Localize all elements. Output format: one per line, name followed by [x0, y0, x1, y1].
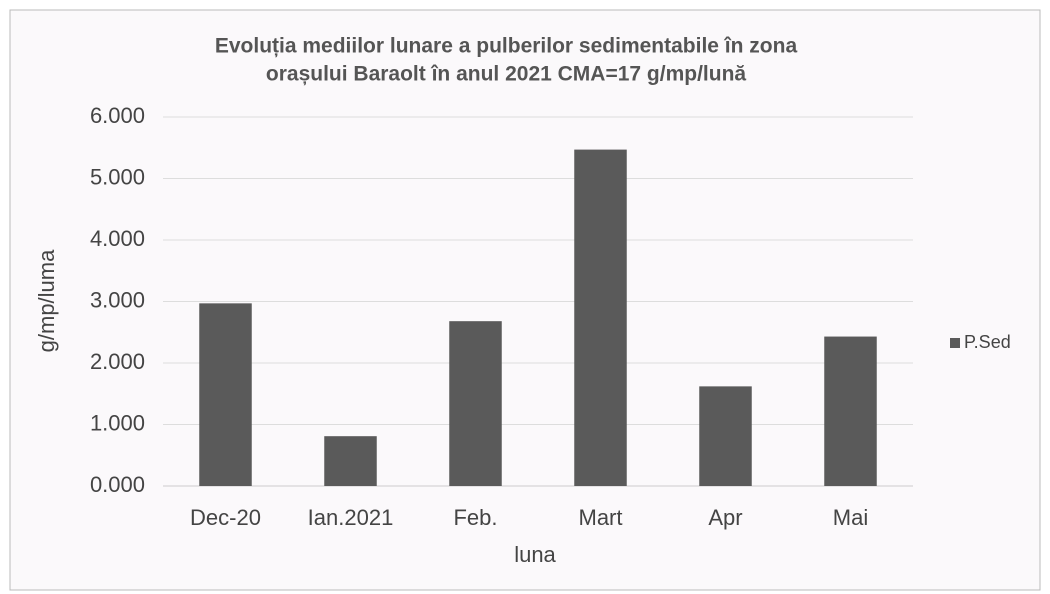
bar	[824, 336, 877, 486]
x-tick-label: Dec-20	[190, 505, 261, 530]
x-tick-label: Mai	[833, 505, 868, 530]
y-tick-label: 5.000	[90, 164, 145, 189]
x-tick-label: Ian.2021	[308, 505, 394, 530]
legend-label: P.Sed	[964, 332, 1011, 352]
bar	[699, 386, 752, 486]
x-tick-label: Apr	[708, 505, 742, 530]
bar	[199, 303, 252, 486]
bar	[324, 436, 377, 486]
x-tick-label: Mart	[579, 505, 623, 530]
bar	[574, 149, 627, 486]
chart-title: Evoluția mediilor lunare a pulberilor se…	[215, 35, 798, 58]
chart-frame	[9, 9, 1041, 591]
y-tick-label: 2.000	[90, 349, 145, 374]
y-axis-label: g/mp/luma	[34, 249, 59, 352]
x-axis-label: luna	[514, 542, 556, 567]
y-tick-label: 0.000	[90, 472, 145, 497]
y-tick-label: 3.000	[90, 287, 145, 312]
x-tick-label: Feb.	[453, 505, 497, 530]
y-tick-label: 6.000	[90, 103, 145, 128]
chart-title: orașului Baraolt în anul 2021 CMA=17 g/m…	[266, 63, 747, 86]
legend-swatch	[950, 338, 960, 348]
y-tick-label: 1.000	[90, 410, 145, 435]
y-tick-label: 4.000	[90, 226, 145, 251]
bar	[449, 321, 502, 486]
